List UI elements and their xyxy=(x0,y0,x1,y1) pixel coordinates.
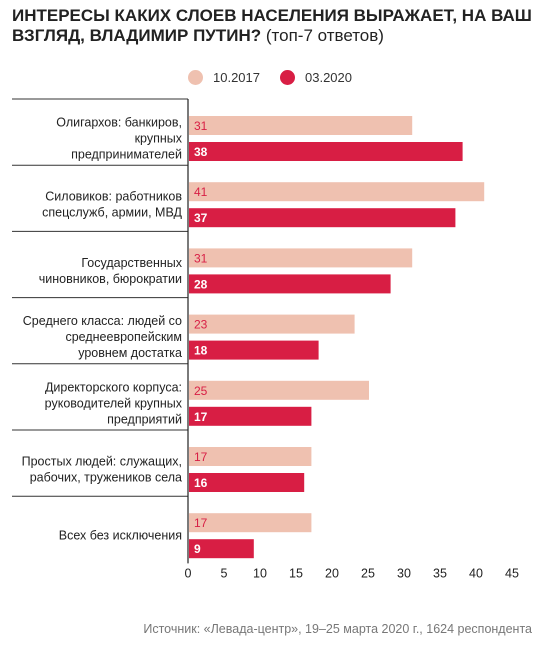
x-tick-label: 0 xyxy=(185,566,192,580)
x-tick-label: 15 xyxy=(289,566,303,580)
x-tick-label: 30 xyxy=(397,566,411,580)
data-label: 18 xyxy=(194,344,208,358)
legend-label-2017: 10.2017 xyxy=(213,70,260,85)
data-label: 16 xyxy=(194,476,208,490)
data-label: 17 xyxy=(194,410,208,424)
legend-item-2020: 03.2020 xyxy=(280,70,352,85)
x-tick-label: 40 xyxy=(469,566,483,580)
category-label: крупных xyxy=(135,132,183,146)
source-note: Источник: «Левада-центр», 19–25 марта 20… xyxy=(143,622,532,636)
x-tick-label: 5 xyxy=(221,566,228,580)
category-label: спецслужб, армии, МВД xyxy=(42,206,182,220)
chart-title-sub: (топ-7 ответов) xyxy=(261,26,384,45)
bar-10.2017 xyxy=(189,182,485,202)
bar-03.2020 xyxy=(189,340,319,360)
category-label: Силовиков: работников xyxy=(45,190,182,204)
category-label: среднеевропейским xyxy=(65,330,182,344)
category-label: Всех без исключения xyxy=(59,529,182,543)
legend-swatch-2020 xyxy=(280,70,295,85)
bar-10.2017 xyxy=(189,513,312,533)
data-label: 28 xyxy=(194,277,208,291)
data-label: 37 xyxy=(194,211,208,225)
category-label: Государственных xyxy=(81,256,182,270)
data-label: 38 xyxy=(194,145,208,159)
bar-10.2017 xyxy=(189,380,369,400)
chart-title-main: ИНТЕРЕСЫ КАКИХ СЛОЕВ НАСЕЛЕНИЯ ВЫРАЖАЕТ,… xyxy=(12,6,532,45)
data-label: 23 xyxy=(194,318,208,332)
bar-03.2020 xyxy=(189,539,254,559)
bar-10.2017 xyxy=(189,447,312,466)
bar-03.2020 xyxy=(189,142,463,161)
data-label: 17 xyxy=(194,516,208,530)
bar-03.2020 xyxy=(189,274,391,294)
data-label: 31 xyxy=(194,251,208,265)
bar-chart: Олигархов: банкиров, крупных предпринимате… xyxy=(12,98,519,580)
legend-item-2017: 10.2017 xyxy=(188,70,260,85)
x-tick-label: 20 xyxy=(325,566,339,580)
category-label: Простых людей: служащих, xyxy=(22,455,182,469)
legend-swatch-2017 xyxy=(188,70,203,85)
bar-10.2017 xyxy=(189,248,413,268)
category-label: Директорского корпуса: xyxy=(45,380,182,394)
data-label: 31 xyxy=(194,119,208,133)
category-label: предпринимателей xyxy=(71,148,182,162)
category-label: рабочих, тружеников села xyxy=(30,471,182,485)
x-tick-label: 25 xyxy=(361,566,375,580)
category-label: руководителей крупных xyxy=(45,396,183,410)
category-label: уровнем достатка xyxy=(78,346,182,360)
bar-10.2017 xyxy=(189,314,355,334)
data-label: 17 xyxy=(194,450,208,464)
category-label: предприятий xyxy=(107,412,182,426)
data-label: 9 xyxy=(194,542,201,556)
chart-title: ИНТЕРЕСЫ КАКИХ СЛОЕВ НАСЕЛЕНИЯ ВЫРАЖАЕТ,… xyxy=(12,6,537,46)
legend-label-2020: 03.2020 xyxy=(305,70,352,85)
x-tick-label: 35 xyxy=(433,566,447,580)
category-label: чиновников, бюрократии xyxy=(39,272,182,286)
legend: 10.2017 03.2020 xyxy=(188,70,372,85)
category-label: Среднего класса: людей со xyxy=(23,314,182,328)
x-tick-label: 45 xyxy=(505,566,519,580)
data-label: 25 xyxy=(194,384,208,398)
bar-03.2020 xyxy=(189,406,312,426)
bar-10.2017 xyxy=(189,116,413,135)
category-label: Олигархов: банкиров, xyxy=(56,116,182,130)
x-tick-label: 10 xyxy=(253,566,267,580)
bar-03.2020 xyxy=(189,473,305,492)
bar-03.2020 xyxy=(189,208,456,228)
data-label: 41 xyxy=(194,185,208,199)
